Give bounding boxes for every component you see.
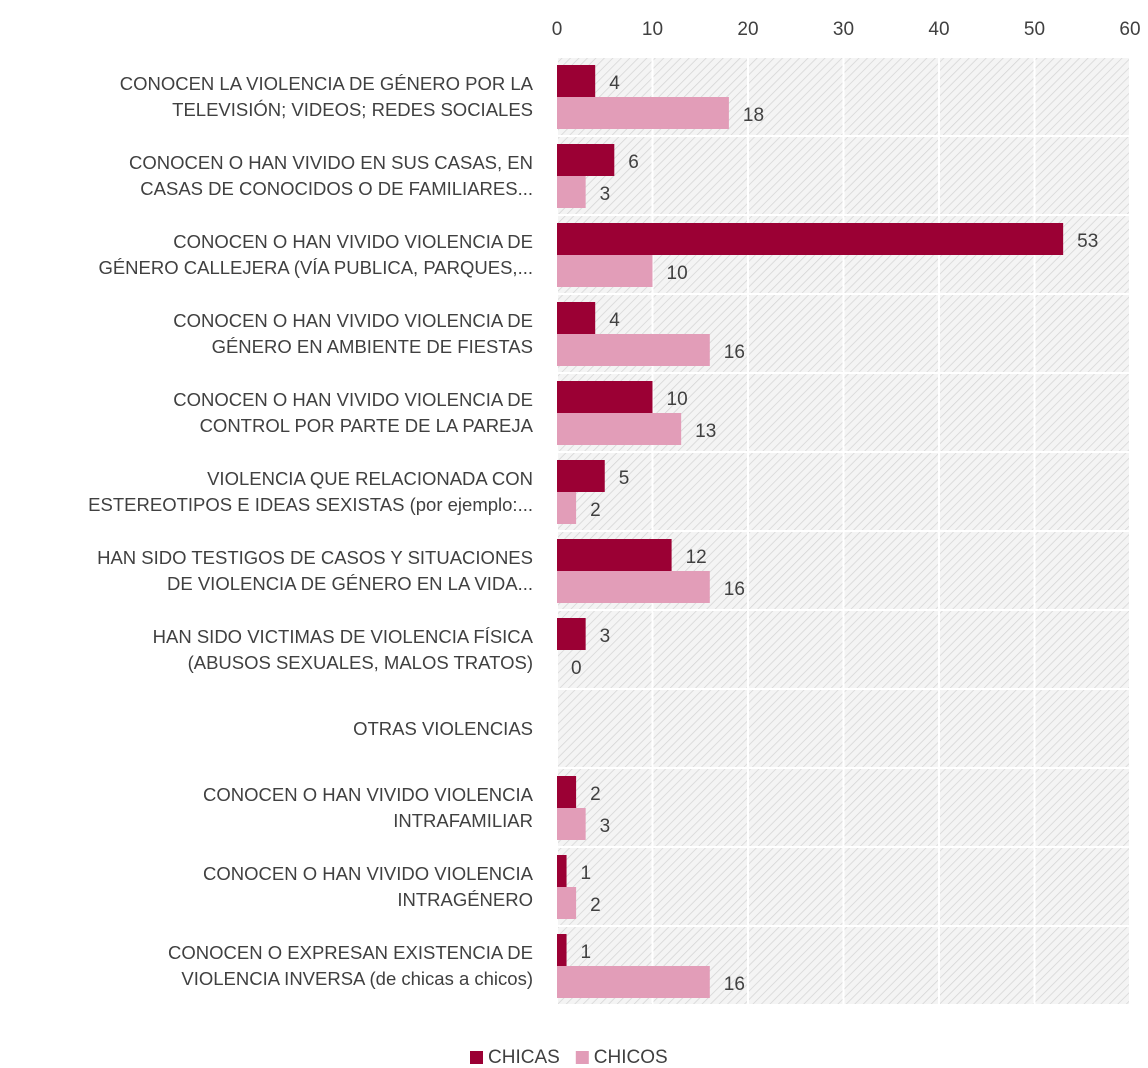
bar	[557, 334, 710, 366]
value-label: 5	[619, 468, 630, 489]
y-tick-label: HAN SIDO TESTIGOS DE CASOS Y SITUACIONES…	[97, 546, 533, 594]
value-label: 3	[600, 184, 611, 205]
x-tick-label: 30	[833, 19, 854, 40]
value-label: 6	[628, 152, 639, 173]
y-tick-label: CONOCEN LA VIOLENCIA DE GÉNERO POR LA TE…	[119, 72, 533, 120]
legend-swatch	[470, 1051, 483, 1064]
legend-swatch	[575, 1051, 589, 1064]
y-tick-label: CONOCEN O HAN VIVIDO VIOLENCIA INTRAFAMI…	[203, 783, 533, 831]
value-label: 12	[686, 547, 707, 568]
bar	[557, 776, 577, 808]
bar	[557, 855, 567, 887]
value-label: 10	[667, 263, 688, 284]
legend-label: CHICOS	[594, 1047, 668, 1068]
x-tick-label: 50	[1024, 19, 1045, 40]
value-label: 16	[724, 579, 745, 600]
value-label: 4	[609, 73, 620, 94]
value-label: 18	[743, 105, 764, 126]
bar	[557, 539, 672, 571]
bar	[557, 144, 615, 176]
value-label: 1	[581, 863, 592, 884]
value-label: 3	[600, 626, 611, 647]
bar	[557, 97, 729, 129]
bar	[557, 618, 586, 650]
bar	[557, 966, 710, 998]
bar	[557, 571, 710, 603]
bar	[557, 255, 653, 287]
bar	[557, 381, 653, 413]
value-label: 1	[581, 942, 592, 963]
bar	[557, 413, 682, 445]
bar	[557, 302, 596, 334]
value-label: 0	[571, 658, 582, 679]
value-label: 4	[609, 310, 620, 331]
y-tick-label: VIOLENCIA QUE RELACIONADA CON ESTEREOTIP…	[88, 467, 533, 515]
value-label: 16	[724, 974, 745, 995]
x-tick-label: 40	[928, 19, 949, 40]
value-label: 2	[590, 784, 601, 805]
value-label: 10	[667, 389, 688, 410]
bar	[557, 460, 605, 492]
x-tick-label: 0	[552, 19, 563, 40]
bar	[557, 934, 567, 966]
bar	[557, 176, 586, 208]
value-label: 53	[1077, 231, 1098, 252]
bar	[557, 65, 596, 97]
y-tick-label: CONOCEN O HAN VIVIDO EN SUS CASAS, EN CA…	[129, 151, 533, 199]
y-tick-label: HAN SIDO VICTIMAS DE VIOLENCIA FÍSICA (A…	[152, 625, 533, 673]
y-tick-label: CONOCEN O EXPRESAN EXISTENCIA DE VIOLENC…	[168, 941, 533, 989]
y-tick-label: CONOCEN O HAN VIVIDO VIOLENCIA INTRAGÉNE…	[203, 862, 533, 910]
value-label: 2	[590, 895, 601, 916]
value-label: 3	[600, 816, 611, 837]
bar	[557, 808, 586, 840]
bar	[557, 492, 577, 524]
x-tick-label: 60	[1119, 19, 1140, 40]
value-label: 16	[724, 342, 745, 363]
y-tick-label: OTRAS VIOLENCIAS	[353, 717, 533, 739]
bar	[557, 887, 577, 919]
y-tick-label: CONOCEN O HAN VIVIDO VIOLENCIA DE CONTRO…	[173, 388, 533, 436]
value-label: 2	[590, 500, 601, 521]
legend-label: CHICAS	[488, 1047, 560, 1068]
bar	[557, 223, 1064, 255]
y-tick-label: CONOCEN O HAN VIVIDO VIOLENCIA DE GÉNERO…	[173, 309, 533, 357]
x-tick-label: 20	[737, 19, 758, 40]
x-tick-label: 10	[642, 19, 663, 40]
y-tick-label: CONOCEN O HAN VIVIDO VIOLENCIA DE GÉNERO…	[98, 230, 533, 278]
value-label: 13	[695, 421, 716, 442]
